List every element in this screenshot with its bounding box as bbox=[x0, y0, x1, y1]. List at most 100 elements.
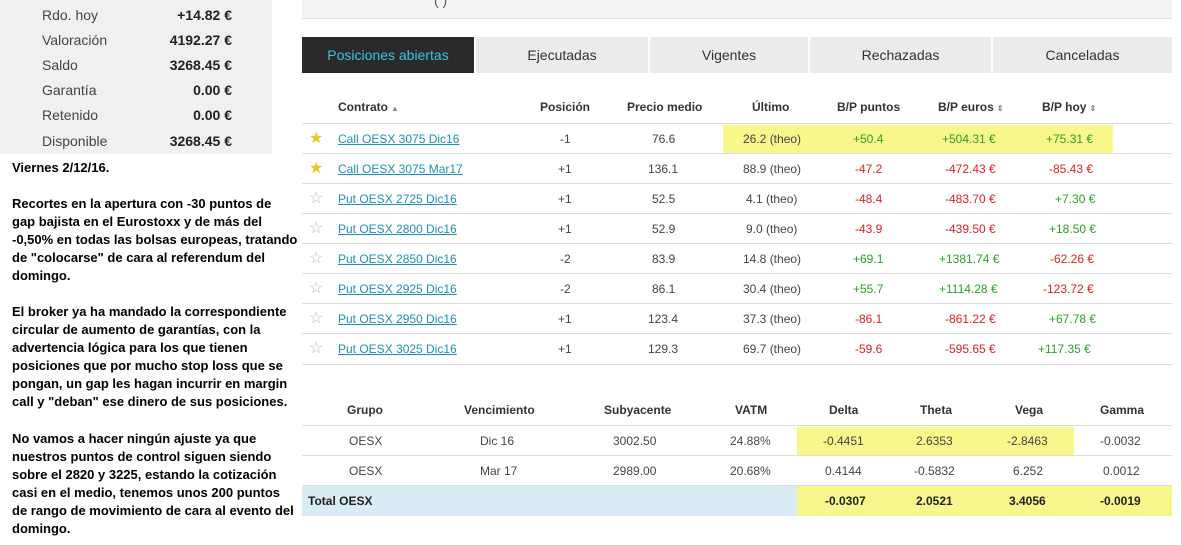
star-outline-icon[interactable]: ☆ bbox=[309, 190, 324, 207]
column-header-subyacente: Subyacente bbox=[604, 403, 672, 417]
contract-link[interactable]: Put OESX 2950 Dic16 bbox=[338, 312, 457, 326]
column-header-vatm: VATM bbox=[735, 403, 768, 417]
gamma-cell: -0.0032 bbox=[1100, 434, 1141, 448]
contract-link[interactable]: Put OESX 2925 Dic16 bbox=[338, 282, 457, 296]
vatm-cell: 20.68% bbox=[730, 464, 771, 478]
account-row-valoracion: Valoración 4192.27 € bbox=[0, 29, 272, 54]
pnl-points: +55.7 bbox=[853, 282, 884, 296]
table-row: ☆ Put OESX 2925 Dic16 -2 86.1 30.4 (theo… bbox=[302, 273, 1172, 304]
contract-link[interactable]: Call OESX 3075 Mar17 bbox=[338, 162, 463, 176]
position-qty: +1 bbox=[558, 342, 572, 356]
delta-cell: -0.4451 bbox=[823, 434, 864, 448]
account-value: +14.82 € bbox=[177, 7, 232, 23]
column-header-vega: Vega bbox=[1015, 403, 1044, 417]
tab-canceladas[interactable]: Canceladas bbox=[993, 37, 1172, 73]
position-qty: +1 bbox=[558, 312, 572, 326]
avg-price: 83.9 bbox=[652, 252, 676, 266]
star-outline-icon[interactable]: ☆ bbox=[309, 220, 324, 237]
table-row: ☆ Put OESX 2800 Dic16 +1 52.9 9.0 (theo)… bbox=[302, 213, 1172, 244]
column-header-ultimo: Último bbox=[752, 100, 790, 114]
last-price: 14.8 (theo) bbox=[743, 252, 802, 266]
account-label: Retenido bbox=[42, 107, 99, 123]
account-label: Garantía bbox=[42, 82, 97, 98]
pnl-today: -123.72 € bbox=[1043, 282, 1094, 296]
last-price: 37.3 (theo) bbox=[743, 312, 802, 326]
table-row: ☆ Put OESX 2950 Dic16 +1 123.4 37.3 (the… bbox=[302, 303, 1172, 334]
account-value: 3268.45 € bbox=[169, 57, 232, 73]
group-cell: OESX bbox=[349, 464, 383, 478]
avg-price: 52.5 bbox=[652, 192, 676, 206]
pnl-today: +117.35 € bbox=[1038, 342, 1091, 356]
column-header-vencimiento: Vencimiento bbox=[464, 403, 535, 417]
column-header-delta: Delta bbox=[829, 403, 859, 417]
sort-both-icon: ⇕ bbox=[1089, 104, 1097, 113]
position-qty: +1 bbox=[558, 222, 572, 236]
contract-link[interactable]: Put OESX 2725 Dic16 bbox=[338, 192, 457, 206]
pnl-today: +67.78 € bbox=[1049, 312, 1097, 326]
pnl-euros: -472.43 € bbox=[945, 162, 996, 176]
gamma-cell: 0.0012 bbox=[1103, 464, 1140, 478]
star-outline-icon[interactable]: ☆ bbox=[309, 280, 324, 297]
theta-cell: 2.6353 bbox=[916, 434, 953, 448]
pnl-points: -48.4 bbox=[855, 192, 883, 206]
star-outline-icon[interactable]: ☆ bbox=[309, 310, 324, 327]
group-cell: OESX bbox=[349, 434, 383, 448]
account-label: Rdo. hoy bbox=[42, 7, 99, 23]
post-paragraph: El broker ya ha mandado la correspondien… bbox=[12, 304, 288, 409]
column-header-bp-euros[interactable]: B/P euros ⇕ bbox=[938, 100, 1004, 114]
table-row: ☆ Put OESX 2850 Dic16 -2 83.9 14.8 (theo… bbox=[302, 243, 1172, 274]
contract-link[interactable]: Call OESX 3075 Dic16 bbox=[338, 132, 460, 146]
total-row: Total OESX -0.0307 2.0521 3.4056 -0.0019 bbox=[302, 485, 1172, 516]
pnl-points: -43.9 bbox=[855, 222, 883, 236]
table-row: OESX Mar 17 2989.00 20.68% 0.4144 -0.583… bbox=[302, 455, 1172, 486]
account-row-saldo: Saldo 3268.45 € bbox=[0, 54, 272, 79]
last-price: 26.2 (theo) bbox=[743, 132, 802, 146]
expiry-cell: Dic 16 bbox=[480, 434, 515, 448]
position-qty: +1 bbox=[558, 192, 572, 206]
star-filled-icon[interactable]: ★ bbox=[309, 160, 324, 177]
position-qty: -1 bbox=[560, 132, 571, 146]
account-value: 4192.27 € bbox=[169, 32, 232, 48]
pnl-euros: -483.70 € bbox=[945, 192, 996, 206]
highlight-band bbox=[723, 125, 1113, 153]
pnl-points: +50.4 bbox=[853, 132, 884, 146]
tab-posiciones-abiertas[interactable]: Posiciones abiertas bbox=[302, 37, 474, 73]
account-label: Valoración bbox=[42, 32, 108, 48]
post-paragraph: No vamos a hacer ningún ajuste ya que nu… bbox=[12, 431, 294, 536]
last-price: 69.7 (theo) bbox=[743, 342, 802, 356]
highlight-band bbox=[797, 427, 1074, 455]
column-header-contrato[interactable]: Contrato ▲ bbox=[338, 100, 399, 114]
star-outline-icon[interactable]: ☆ bbox=[309, 340, 324, 357]
total-gamma: -0.0019 bbox=[1100, 494, 1141, 508]
sort-both-icon: ⇕ bbox=[996, 104, 1004, 113]
column-header-bp-hoy[interactable]: B/P hoy ⇕ bbox=[1042, 100, 1097, 114]
star-outline-icon[interactable]: ☆ bbox=[309, 250, 324, 267]
pnl-points: +69.1 bbox=[853, 252, 884, 266]
pnl-today: +7.30 € bbox=[1055, 192, 1096, 206]
contract-link[interactable]: Put OESX 3025 Dic16 bbox=[338, 342, 457, 356]
tab-vigentes[interactable]: Vigentes bbox=[650, 37, 808, 73]
tab-rechazadas[interactable]: Rechazadas bbox=[810, 37, 991, 73]
table-row: OESX Dic 16 3002.50 24.88% -0.4451 2.635… bbox=[302, 425, 1172, 456]
last-price: 9.0 (theo) bbox=[746, 222, 798, 236]
star-filled-icon[interactable]: ★ bbox=[309, 130, 324, 147]
avg-price: 136.1 bbox=[648, 162, 679, 176]
greeks-header-row: Grupo Vencimiento Subyacente VATM Delta … bbox=[302, 396, 1172, 424]
avg-price: 52.9 bbox=[652, 222, 676, 236]
pnl-euros: +1381.74 € bbox=[939, 252, 1000, 266]
column-header-theta: Theta bbox=[920, 403, 953, 417]
contract-link[interactable]: Put OESX 2800 Dic16 bbox=[338, 222, 457, 236]
vega-cell: 6.252 bbox=[1013, 464, 1044, 478]
total-delta: -0.0307 bbox=[825, 494, 866, 508]
tab-ejecutadas[interactable]: Ejecutadas bbox=[476, 37, 648, 73]
pnl-today: -62.26 € bbox=[1050, 252, 1095, 266]
column-header-bp-puntos: B/P puntos bbox=[837, 100, 901, 114]
avg-price: 123.4 bbox=[648, 312, 679, 326]
column-header-precio-medio: Precio medio bbox=[627, 100, 703, 114]
account-summary-panel: Rdo. hoy +14.82 € Valoración 4192.27 € S… bbox=[0, 0, 272, 154]
contract-link[interactable]: Put OESX 2850 Dic16 bbox=[338, 252, 457, 266]
table-row: ★ Call OESX 3075 Mar17 +1 136.1 88.9 (th… bbox=[302, 153, 1172, 184]
column-header-posicion: Posición bbox=[540, 100, 591, 114]
orders-tab-bar: Posiciones abiertas Ejecutadas Vigentes … bbox=[302, 37, 1172, 73]
table-row: ☆ Put OESX 3025 Dic16 +1 129.3 69.7 (the… bbox=[302, 333, 1172, 365]
